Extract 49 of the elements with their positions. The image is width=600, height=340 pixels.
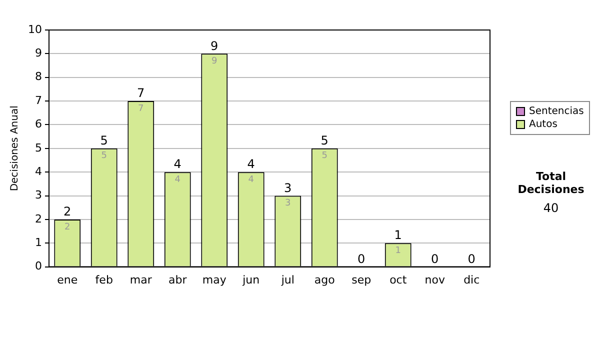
text: Total Decisiones bbox=[516, 170, 586, 196]
data-label: 3 bbox=[285, 198, 291, 209]
x-tick-label: sep bbox=[352, 273, 372, 286]
text: 40 bbox=[542, 201, 560, 215]
data-label: 2 bbox=[64, 222, 70, 232]
data-label: 7 bbox=[138, 104, 144, 114]
x-tick-label: ago bbox=[314, 273, 336, 286]
data-label: 5 bbox=[322, 151, 328, 162]
y-tick-label: 4 bbox=[34, 164, 42, 178]
data-label: 4 bbox=[248, 174, 254, 185]
total-label: 4 bbox=[247, 157, 255, 172]
total-label: 0 bbox=[431, 252, 439, 266]
total-label: 4 bbox=[174, 157, 182, 172]
data-label: 1 bbox=[395, 246, 401, 256]
x-tick-label: oct bbox=[390, 273, 408, 286]
y-tick-label: 7 bbox=[34, 94, 42, 107]
x-tick-label: ene bbox=[57, 273, 78, 286]
total-label: 0 bbox=[468, 252, 476, 266]
y-tick-label: 2 bbox=[34, 212, 42, 226]
x-tick-label: jul bbox=[280, 273, 294, 286]
y-tick-label: 9 bbox=[34, 46, 42, 60]
data-label: 5 bbox=[101, 151, 107, 162]
y-tick-label: 8 bbox=[34, 70, 42, 84]
y-tick-label: 6 bbox=[34, 118, 42, 131]
total-label: 2 bbox=[64, 204, 72, 219]
data-label: 4 bbox=[174, 174, 181, 185]
total-label: 1 bbox=[394, 228, 402, 242]
y-axis-title: Decisiones Anual bbox=[10, 106, 21, 192]
x-tick-label: abr bbox=[168, 273, 188, 286]
total-label: 9 bbox=[210, 38, 218, 53]
y-tick-label: 1 bbox=[34, 236, 42, 249]
total-label: 7 bbox=[137, 86, 145, 100]
legend-label: Sentencias bbox=[529, 105, 584, 118]
x-tick-label: jun bbox=[242, 273, 260, 286]
total-label: 3 bbox=[284, 180, 292, 195]
total-label: 5 bbox=[100, 134, 108, 148]
y-tick-label: 0 bbox=[34, 260, 42, 273]
x-tick-label: dic bbox=[464, 273, 480, 286]
y-tick-label: 3 bbox=[34, 188, 42, 202]
data-label: 9 bbox=[212, 56, 218, 67]
total-label: 0 bbox=[358, 252, 366, 266]
y-tick-label: 10 bbox=[28, 22, 42, 36]
legend-label: Autos bbox=[529, 118, 558, 131]
x-tick-label: feb bbox=[95, 273, 113, 286]
x-tick-label: may bbox=[202, 273, 227, 286]
x-tick-label: nov bbox=[424, 273, 446, 286]
x-tick-label: mar bbox=[130, 273, 152, 286]
y-tick-label: 5 bbox=[34, 141, 42, 154]
total-label: 5 bbox=[320, 134, 328, 148]
